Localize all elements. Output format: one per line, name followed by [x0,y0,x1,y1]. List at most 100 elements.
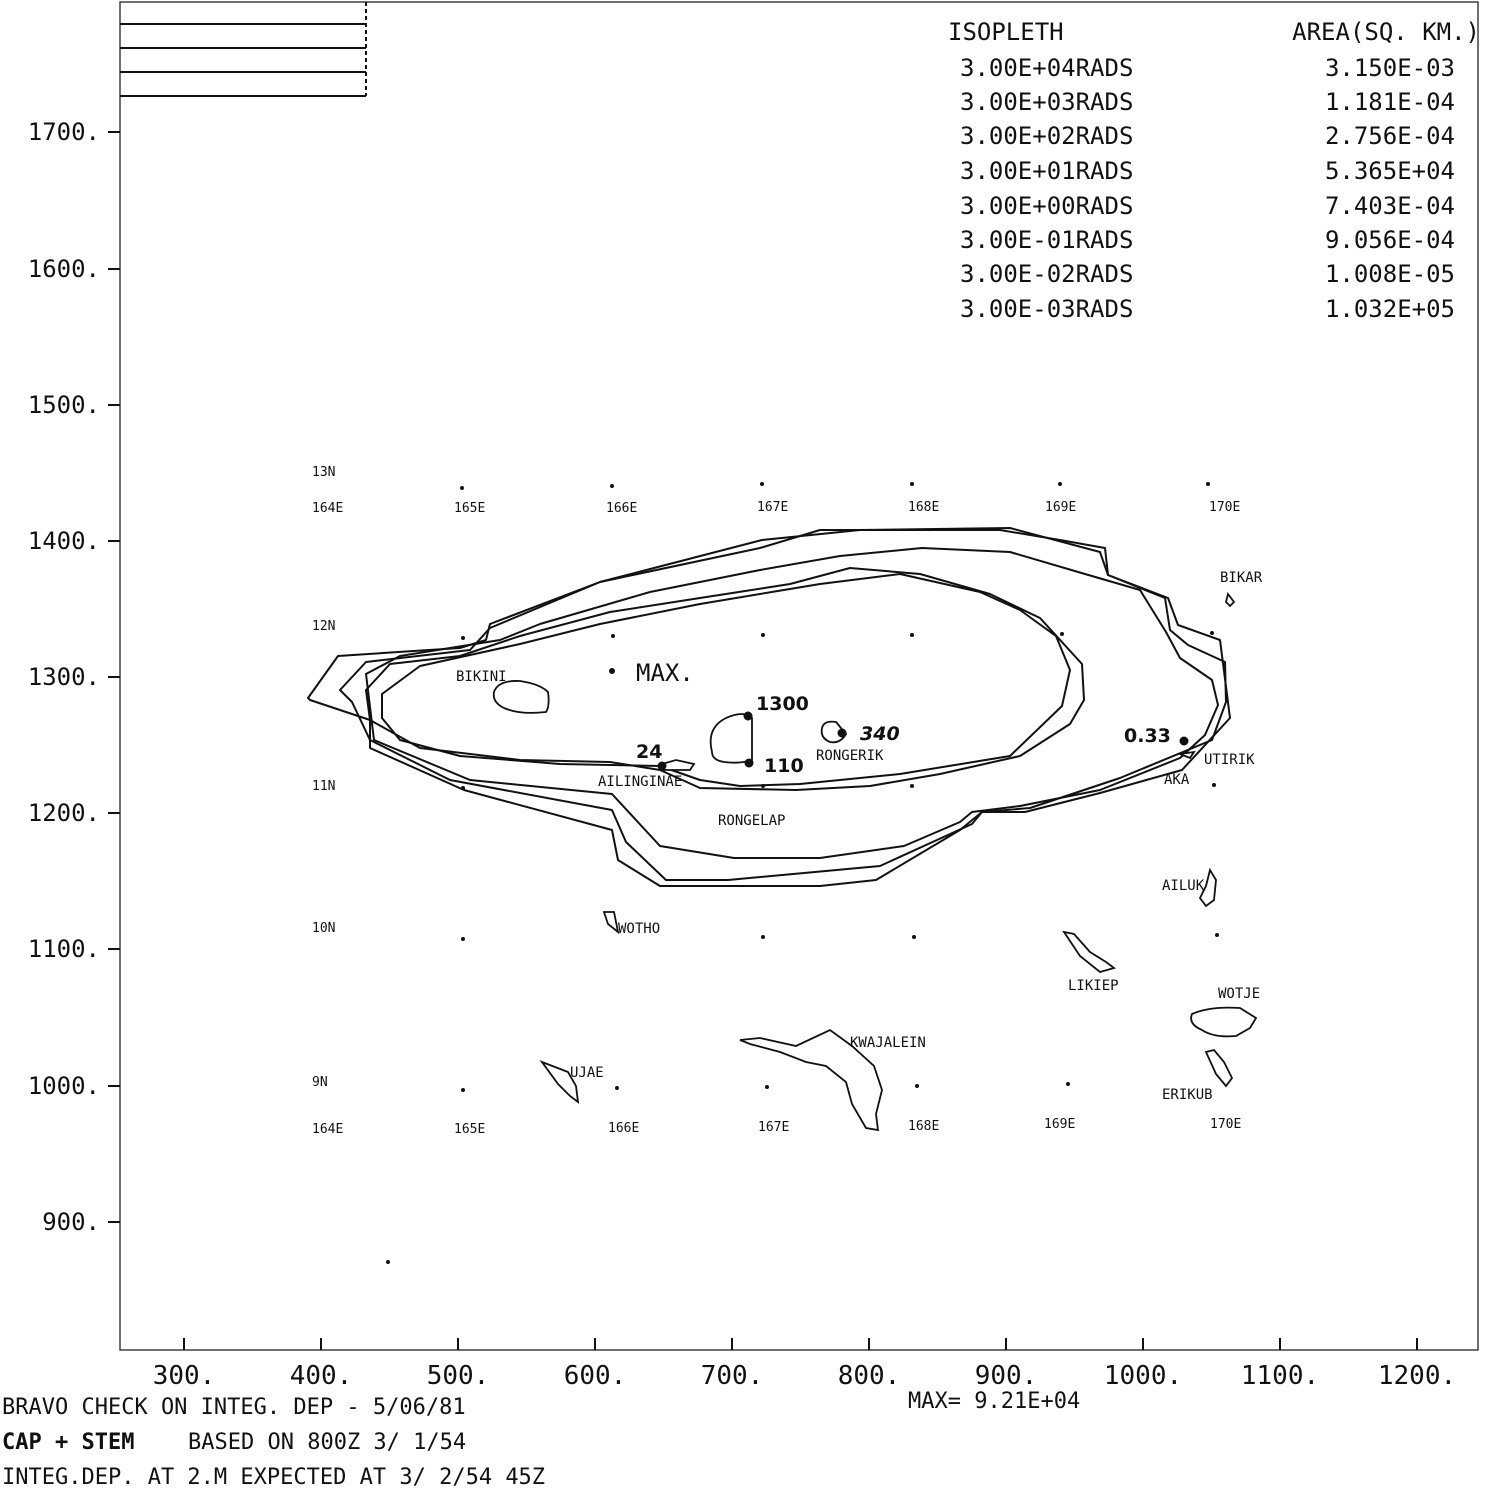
island-label-wotje: WOTJE [1218,986,1260,1002]
legend-area-value: 1.008E-05 [1325,260,1455,288]
lon-label: 167E [758,1120,789,1135]
lon-label: 168E [908,500,939,515]
legend-isopleth-value: 3.00E-02RADS [960,260,1133,288]
island-label-ailinginae: AILINGINAE [598,774,682,790]
lon-label: 166E [608,1121,639,1136]
rongelap-atoll-shape [709,713,753,764]
legend-isopleth-value: 3.00E+01RADS [960,157,1133,185]
lon-label: 170E [1210,1117,1241,1132]
isopleth-contour-outer [307,529,1231,887]
legend-isopleth-value: 3.00E+02RADS [960,122,1133,150]
caption-line-2a: CAP + STEM [2,1430,134,1455]
x-tick-label: 300. [153,1361,216,1391]
caption-line-2b: BASED ON 800Z 3/ 1/54 [188,1430,466,1455]
erikub-atoll-shape [1204,1048,1234,1088]
measurement-points [657,711,1189,771]
islands [492,591,1258,1132]
rongerik-atoll-shape [820,720,848,744]
caption-line-3: INTEG.DEP. AT 2.M EXPECTED AT 3/ 2/54 45… [2,1465,545,1490]
ailinginae-atoll-shape [660,759,696,771]
island-label-ujae: UJAE [570,1065,604,1081]
legend-area-value: 5.365E+04 [1325,157,1455,185]
kwajalein-atoll-shape [739,1028,883,1132]
y-tick-label: 1300. [28,663,100,691]
legend-isopleth-value: 3.00E+03RADS [960,88,1133,116]
island-label-rongerik: RONGERIK [816,748,884,764]
utirik-atoll-shape [1176,750,1196,760]
lat-label: 13N [312,465,335,480]
dose-value-label: 0.33 [1124,725,1171,747]
isopleth-contours [307,527,1231,887]
x-tick-label: 1000. [1104,1361,1182,1391]
lat-label: 12N [312,619,335,634]
x-tick-label: 1100. [1241,1361,1319,1391]
lon-label: 167E [757,500,788,515]
lat-lon-labels: 13N 12N 11N 10N 9N 164E 165E 166E 167E 1… [312,465,1241,1137]
lon-label: 168E [908,1119,939,1134]
lat-label: 9N [312,1075,328,1090]
x-tick-label: 900. [975,1361,1038,1391]
island-label-ailuk: AILUK [1162,878,1205,894]
dose-value-label: 1300 [756,693,809,715]
lon-label: 170E [1209,500,1240,515]
x-axis: 300. 400. 500. 600. 700. 800. 900. 1000.… [153,1338,1456,1391]
legend-area-value: 1.032E+05 [1325,295,1455,323]
lon-label: 166E [606,501,637,516]
lat-label: 11N [312,779,335,794]
isopleth-contour-3 [365,547,1219,859]
max-marker-label: MAX. [636,659,694,687]
lon-label: 165E [454,1122,485,1137]
dose-value-label: 340 [860,723,900,745]
x-tick-label: 500. [427,1361,490,1391]
y-tick-label: 900. [42,1208,100,1236]
dose-value-label: 24 [636,741,662,763]
x-tick-label: 400. [290,1361,353,1391]
isopleth-contour-5 [381,573,1071,787]
legend-area-value: 7.403E-04 [1325,192,1455,220]
island-label-bikini: BIKINI [456,669,507,685]
max-value-readout: MAX= 9.21E+04 [908,1389,1080,1414]
island-label-erikub: ERIKUB [1162,1087,1213,1103]
y-tick-label: 1600. [28,255,100,283]
x-tick-label: 700. [701,1361,764,1391]
island-labels: BIKINI RONGERIK AILINGINAE RONGELAP BIKA… [456,570,1263,1103]
isopleth-contour-2 [339,527,1227,881]
island-label-bikar: BIKAR [1220,570,1263,586]
lat-label: 10N [312,921,335,936]
legend-area-value: 1.181E-04 [1325,88,1455,116]
island-label-rongelap: RONGELAP [718,813,785,829]
island-label-likiep: LIKIEP [1068,978,1119,994]
legend-isopleth-value: 3.00E+00RADS [960,192,1133,220]
bikini-atoll-shape [492,680,550,714]
legend-area-value: 9.056E-04 [1325,226,1455,254]
island-label-kwajalein: KWAJALEIN [850,1035,926,1051]
likiep-atoll-shape [1062,930,1116,973]
lon-label: 169E [1044,1117,1075,1132]
wotje-atoll-shape [1190,1006,1258,1038]
island-label-wotho: WOTHO [618,921,660,937]
y-tick-label: 1400. [28,527,100,555]
island-label-aka: AKA [1164,772,1190,788]
legend-header-area: AREA(SQ. KM.) [1292,18,1480,46]
legend-area-value: 2.756E-04 [1325,122,1455,150]
y-tick-label: 1100. [28,935,100,963]
isopleth-contour-4 [365,567,1085,791]
x-tick-label: 1200. [1378,1361,1456,1391]
legend-isopleth-value: 3.00E+04RADS [960,54,1133,82]
x-tick-label: 600. [564,1361,627,1391]
ujae-atoll-shape [539,1060,580,1104]
grid-crosses [386,482,1219,1264]
y-tick-label: 1000. [28,1072,100,1100]
dose-value-label: 110 [764,755,804,777]
island-label-utirik: UTIRIK [1204,752,1255,768]
y-tick-label: 1700. [28,118,100,146]
ailuk-atoll-shape [1198,867,1217,908]
lon-label: 169E [1045,500,1076,515]
bikar-atoll-shape [1225,591,1236,608]
y-tick-label: 1500. [28,391,100,419]
isopleth-legend: ISOPLETH AREA(SQ. KM.) 3.00E+04RADS 3.15… [948,18,1480,323]
lon-label: 164E [312,1122,343,1137]
lon-label: 164E [312,501,343,516]
legend-header-isopleth: ISOPLETH [948,18,1064,46]
